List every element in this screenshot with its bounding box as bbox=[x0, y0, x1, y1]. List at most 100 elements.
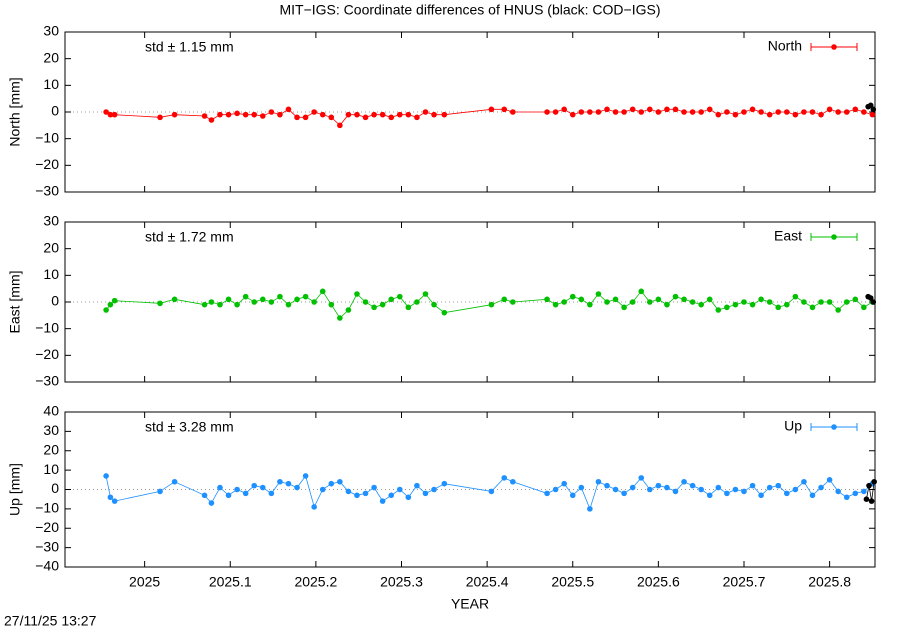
y-tick-label: 20 bbox=[43, 49, 59, 65]
data-point bbox=[345, 111, 352, 118]
data-point bbox=[362, 114, 369, 121]
data-point bbox=[414, 299, 420, 305]
data-point bbox=[510, 299, 516, 305]
series-line bbox=[105, 290, 873, 319]
data-point bbox=[732, 301, 739, 308]
data-point bbox=[488, 301, 495, 308]
data-point bbox=[171, 296, 178, 303]
data-point bbox=[510, 109, 516, 115]
data-point bbox=[681, 109, 687, 115]
data-point bbox=[319, 486, 326, 493]
data-point bbox=[587, 506, 593, 512]
data-point bbox=[544, 109, 550, 115]
data-point bbox=[268, 109, 275, 115]
y-axis-label: Up [mm] bbox=[7, 463, 23, 516]
data-point bbox=[225, 111, 232, 118]
data-point bbox=[578, 484, 585, 491]
data-point bbox=[724, 109, 730, 115]
chart-title: MIT−IGS: Coordinate differences of HNUS … bbox=[280, 2, 661, 18]
data-point bbox=[422, 109, 429, 115]
data-point bbox=[741, 488, 747, 495]
data-point bbox=[337, 478, 343, 485]
data-point bbox=[843, 109, 850, 115]
data-point bbox=[784, 490, 790, 497]
data-point bbox=[698, 301, 704, 308]
legend-label: Up bbox=[784, 418, 802, 434]
data-point bbox=[664, 106, 670, 113]
data-point bbox=[715, 307, 722, 313]
data-point bbox=[792, 111, 799, 118]
data-point bbox=[681, 478, 687, 485]
data-point bbox=[826, 106, 833, 113]
data-point bbox=[647, 486, 653, 493]
data-point bbox=[379, 301, 386, 308]
y-tick-label: −10 bbox=[35, 500, 59, 516]
data-point bbox=[801, 299, 807, 305]
x-tick-label: 2025.8 bbox=[808, 574, 851, 590]
annotation: std ± 3.28 mm bbox=[145, 419, 234, 435]
data-point bbox=[826, 477, 833, 483]
data-point bbox=[870, 299, 877, 305]
data-point bbox=[345, 307, 352, 313]
data-point bbox=[277, 478, 283, 485]
data-point bbox=[510, 478, 516, 485]
data-point bbox=[414, 114, 420, 121]
data-point bbox=[861, 109, 867, 115]
data-point bbox=[103, 109, 109, 115]
data-point bbox=[655, 296, 662, 303]
data-point bbox=[732, 486, 739, 493]
data-point bbox=[242, 293, 249, 300]
data-point bbox=[587, 109, 593, 115]
data-point bbox=[706, 106, 713, 113]
data-point bbox=[766, 299, 773, 305]
data-point bbox=[414, 482, 420, 489]
data-point bbox=[208, 299, 215, 305]
data-point bbox=[587, 301, 593, 308]
data-point bbox=[277, 111, 283, 118]
data-point bbox=[285, 301, 292, 308]
y-tick-label: −20 bbox=[35, 519, 59, 535]
data-point bbox=[388, 114, 395, 121]
data-point bbox=[302, 114, 309, 121]
data-point bbox=[431, 111, 437, 118]
data-point bbox=[818, 111, 824, 118]
y-tick-label: −30 bbox=[35, 373, 59, 389]
data-point bbox=[852, 490, 859, 497]
y-tick-label: −20 bbox=[35, 346, 59, 362]
data-point bbox=[843, 299, 850, 305]
data-point bbox=[259, 296, 266, 303]
data-point bbox=[638, 109, 645, 115]
data-point bbox=[268, 299, 275, 305]
y-tick-label: 20 bbox=[43, 441, 59, 457]
data-point bbox=[612, 296, 619, 303]
data-point bbox=[758, 109, 764, 115]
y-tick-label: 0 bbox=[51, 103, 59, 119]
x-tick-label: 2025.6 bbox=[637, 574, 680, 590]
data-point bbox=[706, 492, 713, 499]
data-point bbox=[672, 488, 679, 495]
y-tick-label: 30 bbox=[43, 213, 59, 229]
data-point bbox=[302, 473, 309, 479]
data-point bbox=[852, 106, 859, 113]
data-point bbox=[234, 486, 240, 493]
data-point bbox=[371, 484, 377, 491]
data-point bbox=[775, 109, 782, 115]
data-point bbox=[672, 106, 679, 113]
legend-marker bbox=[831, 424, 837, 430]
data-point bbox=[294, 484, 300, 491]
data-point bbox=[371, 304, 377, 311]
data-point bbox=[866, 482, 872, 489]
data-point bbox=[595, 478, 602, 485]
x-tick-label: 2025 bbox=[129, 574, 160, 590]
data-point bbox=[501, 106, 508, 113]
data-point bbox=[655, 482, 662, 489]
data-point bbox=[863, 496, 870, 502]
data-point bbox=[201, 113, 208, 119]
data-point bbox=[741, 299, 747, 305]
data-point bbox=[157, 488, 163, 495]
data-point bbox=[638, 475, 645, 481]
data-point bbox=[569, 111, 576, 118]
data-point bbox=[809, 109, 816, 115]
